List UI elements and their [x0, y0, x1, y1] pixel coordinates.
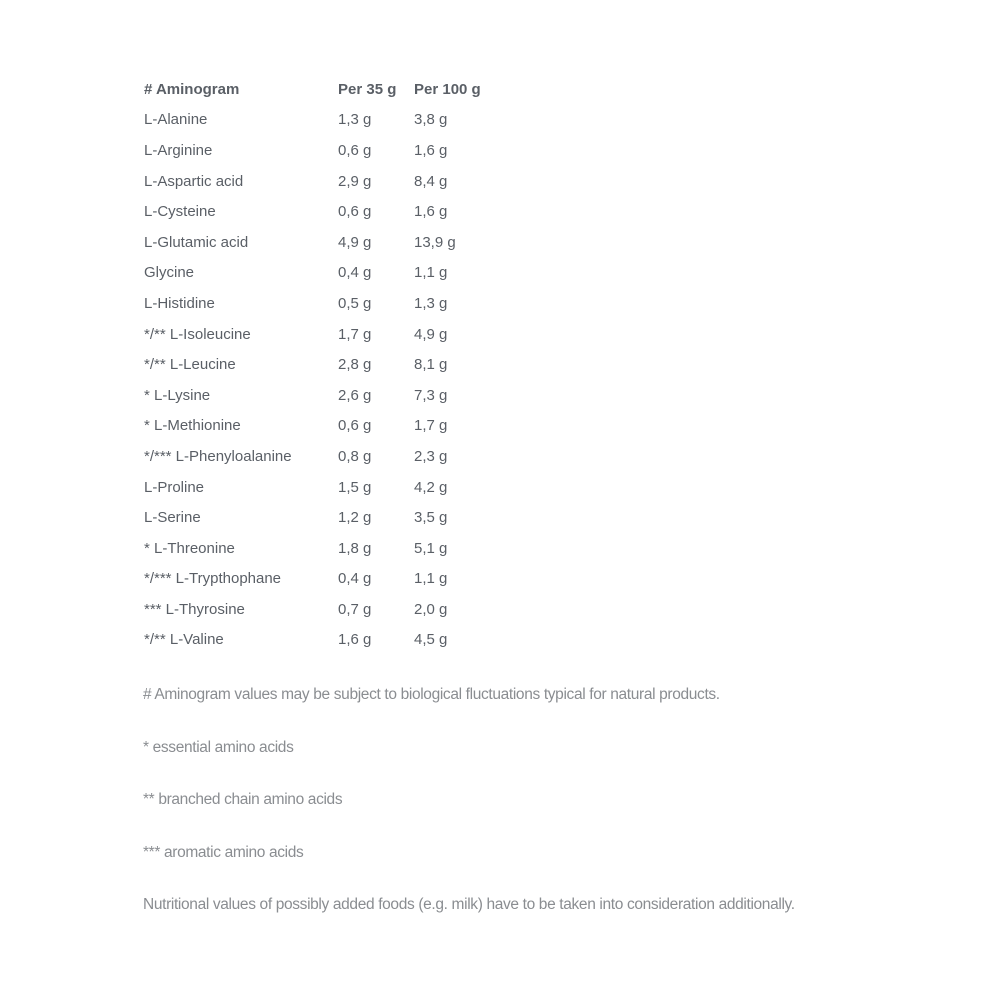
per-35g-value: 4,9 g: [338, 233, 372, 251]
amino-acid-name: * L-Threonine: [144, 539, 235, 557]
per-35g-value: 2,8 g: [338, 356, 372, 374]
amino-acid-name: L-Histidine: [144, 294, 215, 312]
amino-acid-name: * L-Methionine: [144, 417, 241, 435]
table-row: */*** L-Trypthophane 0,4 g 1,1 g: [140, 564, 485, 595]
footnote-branched: ** branched chain amino acids: [143, 791, 343, 808]
per-35g-value: 0,4 g: [338, 570, 372, 588]
table-row: L-Alanine 1,3 g 3,8 g: [140, 105, 485, 136]
per-100g-value: 1,6 g: [414, 203, 448, 221]
per-100g-value: 3,8 g: [414, 111, 448, 129]
table-row: */** L-Isoleucine 1,7 g 4,9 g: [140, 319, 485, 350]
amino-acid-name: * L-Lysine: [144, 386, 211, 404]
amino-acid-name: L-Cysteine: [144, 203, 216, 221]
table-row: */*** L-Phenyloalanine 0,8 g 2,3 g: [140, 441, 485, 472]
per-100g-value: 5,1 g: [414, 539, 448, 557]
footnote-aminogram: # Aminogram values may be subject to bio…: [143, 686, 720, 703]
table-row: */** L-Leucine 2,8 g 8,1 g: [140, 349, 485, 380]
per-100g-value: 7,3 g: [414, 386, 448, 404]
per-35g-value: 1,7 g: [338, 325, 372, 343]
per-35g-value: 0,6 g: [338, 203, 372, 221]
per-100g-value: 4,5 g: [414, 631, 448, 649]
table-row: L-Arginine 0,6 g 1,6 g: [140, 135, 485, 166]
per-35g-value: 0,7 g: [338, 600, 372, 618]
per-100g-value: 1,7 g: [414, 417, 448, 435]
amino-acid-name: L-Aspartic acid: [144, 172, 244, 190]
column-header-aminogram: # Aminogram: [144, 80, 240, 98]
table-row: L-Proline 1,5 g 4,2 g: [140, 472, 485, 503]
table-row: * L-Threonine 1,8 g 5,1 g: [140, 533, 485, 564]
amino-acid-name: */** L-Isoleucine: [144, 325, 251, 343]
table-row: */** L-Valine 1,6 g 4,5 g: [140, 625, 485, 656]
per-35g-value: 1,5 g: [338, 478, 372, 496]
table-row: L-Aspartic acid 2,9 g 8,4 g: [140, 166, 485, 197]
per-100g-value: 1,1 g: [414, 570, 448, 588]
per-35g-value: 1,8 g: [338, 539, 372, 557]
footnotes: # Aminogram values may be subject to bio…: [143, 685, 795, 948]
table-row: L-Cysteine 0,6 g 1,6 g: [140, 196, 485, 227]
per-35g-value: 0,4 g: [338, 264, 372, 282]
amino-acid-name: *** L-Thyrosine: [144, 600, 245, 618]
per-35g-value: 0,5 g: [338, 294, 372, 312]
per-35g-value: 0,8 g: [338, 447, 372, 465]
table-row: *** L-Thyrosine 0,7 g 2,0 g: [140, 594, 485, 625]
amino-acid-name: */*** L-Phenyloalanine: [144, 447, 292, 465]
amino-acid-name: */** L-Leucine: [144, 356, 236, 374]
table-row: L-Glutamic acid 4,9 g 13,9 g: [140, 227, 485, 258]
per-100g-value: 2,0 g: [414, 600, 448, 618]
table-row: Glycine 0,4 g 1,1 g: [140, 258, 485, 289]
footnote-aromatic: *** aromatic amino acids: [143, 843, 304, 861]
aminogram-table: # Aminogram Per 35 g Per 100 g L-Alanine…: [140, 74, 485, 655]
per-100g-value: 1,6 g: [414, 141, 448, 159]
column-header-per-100g: Per 100 g: [414, 80, 481, 98]
table-row: L-Serine 1,2 g 3,5 g: [140, 502, 485, 533]
per-35g-value: 2,6 g: [338, 386, 372, 404]
per-35g-value: 1,3 g: [338, 111, 372, 129]
per-100g-value: 8,1 g: [414, 356, 448, 374]
per-35g-value: 0,6 g: [338, 417, 372, 435]
per-100g-value: 4,2 g: [414, 478, 448, 496]
amino-acid-name: L-Alanine: [144, 111, 208, 129]
per-35g-value: 0,6 g: [338, 141, 372, 159]
table-row: * L-Lysine 2,6 g 7,3 g: [140, 380, 485, 411]
amino-acid-name: L-Serine: [144, 509, 201, 527]
amino-acid-name: */*** L-Trypthophane: [144, 570, 282, 588]
amino-acid-name: L-Proline: [144, 478, 205, 496]
table-row: L-Histidine 0,5 g 1,3 g: [140, 288, 485, 319]
table-row: * L-Methionine 0,6 g 1,7 g: [140, 411, 485, 442]
per-100g-value: 13,9 g: [414, 233, 456, 251]
amino-acid-name: L-Glutamic acid: [144, 233, 249, 251]
per-100g-value: 8,4 g: [414, 172, 448, 190]
per-100g-value: 3,5 g: [414, 509, 448, 527]
per-35g-value: 2,9 g: [338, 172, 372, 190]
table-header-row: # Aminogram Per 35 g Per 100 g: [140, 74, 485, 105]
amino-acid-name: Glycine: [144, 264, 195, 282]
footnote-nutritional: Nutritional values of possibly added foo…: [143, 896, 795, 913]
per-35g-value: 1,2 g: [338, 509, 372, 527]
per-35g-value: 1,6 g: [338, 631, 372, 649]
column-header-per-35g: Per 35 g: [338, 80, 397, 98]
per-100g-value: 1,1 g: [414, 264, 448, 282]
per-100g-value: 4,9 g: [414, 325, 448, 343]
per-100g-value: 2,3 g: [414, 447, 448, 465]
footnote-essential: * essential amino acids: [143, 738, 294, 756]
per-100g-value: 1,3 g: [414, 294, 448, 312]
amino-acid-name: L-Arginine: [144, 141, 213, 159]
amino-acid-name: */** L-Valine: [144, 631, 224, 649]
